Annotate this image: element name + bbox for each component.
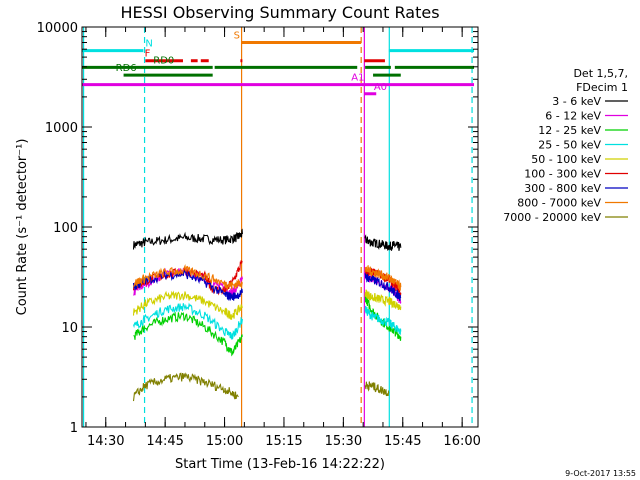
y-axis-label: Count Rate (s⁻¹ detector⁻¹) [15,139,30,316]
legend-entry: 12 - 25 keV [538,124,601,137]
series-line [364,273,402,302]
y-tick-label: 1000 [45,121,78,136]
x-axis-ticks: 14:30 14:45 15:00 15:15 15:30 15:45 16:00 [85,27,481,449]
x-tick-label: 15:45 [384,434,421,449]
y-axis-ticks: 1 10 100 1000 10000 [37,21,478,436]
chart-title: HESSI Observing Summary Count Rates [120,3,439,22]
flag-label: RD6 [116,63,137,74]
legend-entry: 300 - 800 keV [524,182,601,195]
flag-label: A1 [351,73,364,84]
series-line [364,305,402,335]
y-tick-label: 1 [70,421,78,436]
series-line [132,372,239,402]
series-line [133,311,243,357]
flag-label: A0 [374,82,387,93]
y-tick-label: 10 [61,321,78,336]
legend-title: FDecim 1 [576,81,628,94]
series-line [364,265,402,291]
flag-label: RD0 [153,55,174,66]
legend: Det 1,5,7,FDecim 13 - 6 keV 6 - 12 keV12 … [503,67,628,224]
series-line [132,263,243,292]
x-tick-label: 16:00 [443,434,480,449]
x-tick-label: 15:30 [325,434,362,449]
series-line [132,302,243,340]
vertical-markers [82,27,473,427]
legend-entry: 3 - 6 keV [552,95,601,108]
series-line [132,290,243,320]
x-tick-label: 14:30 [87,434,124,449]
series-line [364,381,390,397]
legend-entry: 6 - 12 keV [545,110,601,123]
y-tick-label: 10000 [37,21,78,36]
legend-entry: 50 - 100 keV [531,153,601,166]
x-axis-label: Start Time (13-Feb-16 14:22:22) [175,457,385,472]
y-tick-label: 100 [53,221,78,236]
flag-label: N [145,39,152,50]
series-line [364,289,402,311]
observing-flags: NF S RD0 RD6 A1 A0 [82,30,475,96]
legend-entry: 100 - 300 keV [524,168,601,181]
date-stamp: 9-Oct-2017 13:55 [565,469,636,478]
series-line [364,234,402,252]
flag-label: S [234,30,240,41]
legend-entry: 800 - 7000 keV [517,197,601,210]
x-tick-label: 15:15 [265,434,302,449]
legend-title: Det 1,5,7, [573,67,628,80]
flag-label: F [145,49,151,60]
x-tick-label: 15:00 [206,434,243,449]
x-tick-label: 14:45 [146,434,183,449]
legend-entry: 25 - 50 keV [538,139,601,152]
series-line [132,228,243,250]
series-lines [132,228,402,402]
legend-entry: 7000 - 20000 keV [503,211,601,224]
plot-frame [81,26,479,428]
